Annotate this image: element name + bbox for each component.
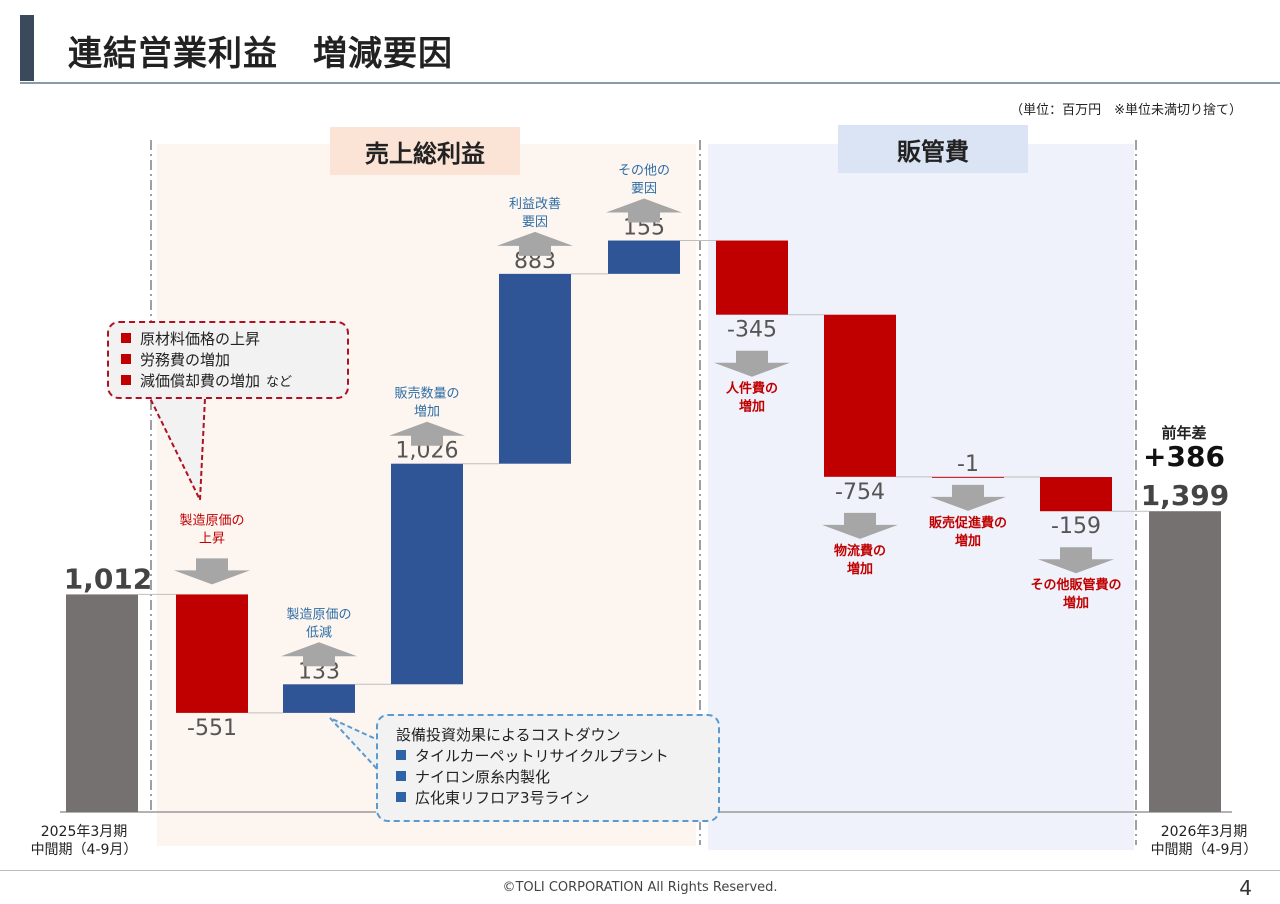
category-label: 増加	[955, 533, 981, 549]
copyright-footer: ©TOLI CORPORATION All Rights Reserved.	[502, 880, 778, 895]
decrease-bar	[932, 476, 1004, 478]
sga-section-header: 販管費	[838, 125, 1028, 173]
title-accent-bar	[20, 15, 34, 81]
callout-pointer	[148, 397, 207, 501]
blue-bullet-icon	[396, 750, 406, 760]
increase-bar	[499, 273, 571, 464]
category-label: 増加	[739, 399, 765, 415]
down-arrow-icon	[1038, 547, 1114, 574]
callout-item-text: 労務費の増加	[140, 351, 231, 369]
category-label: 増加	[847, 561, 873, 577]
category-label: 人件費の	[726, 381, 778, 397]
category-label: 低減	[306, 624, 332, 640]
category-label: 増加	[1063, 595, 1089, 611]
blue-bullet-icon	[396, 771, 406, 781]
gross-profit-section-header: 売上総利益	[330, 127, 520, 175]
category-label: 製造原価の	[286, 607, 351, 622]
total-bar	[1149, 511, 1221, 812]
callout-pointer	[329, 717, 379, 773]
callout-item: 減価償却費の増加 など	[121, 371, 337, 393]
increase-bar	[391, 463, 463, 685]
down-arrow-icon	[822, 512, 898, 539]
category-label: 物流費の	[834, 543, 886, 559]
value-label: -551	[187, 716, 237, 741]
category-label: 販売数量の	[394, 386, 459, 402]
decrease-bar	[176, 594, 248, 713]
unit-note: （単位：百万円 ※単位未満切り捨て）	[1010, 103, 1242, 118]
callout-item: 広化東リフロア3号ライン	[396, 788, 708, 809]
callout-item: 労務費の増加	[121, 350, 337, 371]
value-label: -159	[1051, 514, 1101, 539]
up-arrow-icon	[281, 642, 357, 667]
callout-suffix: など	[266, 375, 293, 390]
page-number: 4	[1239, 876, 1252, 900]
up-arrow-icon	[389, 421, 465, 446]
callout-item-text: 広化東リフロア3号ライン	[415, 789, 590, 807]
red-bullet-icon	[121, 354, 131, 364]
value-label: 1,399	[1141, 479, 1230, 512]
cost-increase-callout: 原材料価格の上昇 労務費の増加 減価償却費の増加 など	[107, 321, 349, 399]
category-label: 要因	[522, 215, 548, 230]
red-bullet-icon	[121, 333, 131, 343]
category-label: 販売促進費の	[929, 515, 1007, 531]
title-divider	[20, 82, 1280, 84]
decrease-bar	[824, 314, 896, 477]
total-bar	[66, 594, 138, 812]
footer-divider	[0, 870, 1280, 871]
difference-value: +386	[1143, 440, 1225, 473]
value-label: -1	[957, 452, 979, 477]
category-label: 上昇	[199, 531, 225, 546]
callout-item-text: 減価償却費の増加	[140, 372, 261, 390]
increase-bar	[608, 240, 680, 274]
callout-item-text: タイルカーペットリサイクルプラント	[415, 747, 669, 765]
blue-bullet-icon	[396, 792, 406, 802]
up-arrow-icon	[606, 198, 682, 223]
category-label: 要因	[631, 182, 657, 197]
value-label: -754	[835, 480, 885, 505]
end-period-label: 2026年3月期 中間期（4-9月）	[1150, 824, 1258, 858]
down-arrow-icon	[714, 350, 790, 377]
category-label: 製造原価の	[179, 513, 244, 528]
callout-item-text: 原材料価格の上昇	[140, 330, 261, 348]
value-label: -345	[727, 318, 777, 343]
category-label: 増加	[414, 405, 440, 420]
value-label: 1,012	[64, 562, 153, 595]
start-period-label: 2025年3月期 中間期（4-9月）	[30, 824, 138, 858]
callout-heading: 設備投資効果によるコストダウン	[396, 726, 621, 744]
cost-down-callout: 設備投資効果によるコストダウン タイルカーペットリサイクルプラント ナイロン原糸…	[376, 714, 720, 822]
callout-item: 原材料価格の上昇	[121, 329, 337, 350]
difference-label: 前年差	[1161, 424, 1207, 442]
increase-bar	[283, 684, 355, 713]
callout-item-text: ナイロン原糸内製化	[415, 768, 551, 786]
callout-item: タイルカーペットリサイクルプラント	[396, 746, 708, 767]
category-label: その他の	[618, 164, 670, 179]
callout-item: ナイロン原糸内製化	[396, 767, 708, 788]
up-arrow-icon	[497, 231, 573, 256]
page-title: 連結営業利益 増減要因	[68, 34, 453, 74]
down-arrow-icon	[930, 484, 1006, 511]
category-label: その他販管費の	[1030, 577, 1121, 593]
decrease-bar	[1040, 477, 1112, 512]
down-arrow-icon	[174, 558, 250, 585]
decrease-bar	[716, 240, 788, 315]
category-label: 利益改善	[509, 196, 561, 212]
red-bullet-icon	[121, 375, 131, 385]
